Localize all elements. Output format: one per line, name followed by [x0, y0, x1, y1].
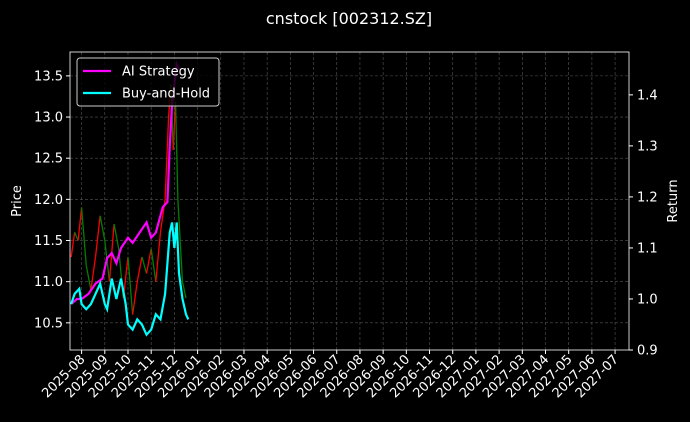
series-line — [70, 222, 190, 337]
y-tick-label: 12.0 — [34, 193, 63, 208]
price-move — [145, 248, 152, 274]
price-move — [94, 215, 101, 258]
y2-tick-label: 0.9 — [637, 344, 658, 359]
y2-tick-label: 1.2 — [637, 190, 658, 205]
price-move — [80, 207, 87, 266]
price-move — [155, 232, 162, 282]
y2-tick-label: 1.3 — [637, 139, 658, 154]
price-move — [141, 256, 148, 274]
price-move — [179, 240, 184, 282]
price-move — [113, 223, 120, 249]
legend-label: AI Strategy — [122, 65, 195, 80]
price-move — [85, 265, 92, 291]
y2-tick-label: 1.1 — [637, 241, 658, 256]
legend-box — [76, 57, 220, 107]
chart-title: cnstock [002312.SZ] — [266, 9, 432, 28]
y2-axis-label: Return — [666, 179, 681, 222]
y-tick-label: 11.5 — [34, 234, 63, 249]
price-move — [181, 281, 187, 299]
y-tick-label: 10.5 — [34, 316, 63, 331]
legend-label: Buy-and-Hold — [122, 87, 210, 102]
price-move — [127, 256, 134, 315]
price-move — [177, 199, 181, 241]
y2-tick-label: 1.0 — [637, 292, 658, 307]
price-move — [164, 117, 170, 200]
y-tick-label: 13.5 — [34, 69, 63, 84]
price-move — [136, 256, 143, 282]
y-tick-label: 12.5 — [34, 152, 63, 167]
price-move — [70, 232, 76, 258]
price-move — [77, 207, 83, 241]
price-move — [99, 215, 106, 241]
price-move — [150, 248, 157, 282]
y2-tick-label: 1.4 — [637, 88, 658, 103]
price-move — [90, 256, 97, 290]
price-move — [131, 281, 138, 315]
legend: AI Strategy Buy-and-Hold — [76, 57, 220, 107]
y-tick-label: 11.0 — [34, 275, 63, 290]
y-axis-label: Price — [10, 185, 25, 217]
y-tick-label: 13.0 — [34, 111, 63, 126]
price-move — [74, 232, 79, 241]
series-line — [70, 60, 181, 305]
price-move — [174, 100, 179, 200]
plot-frame — [69, 51, 630, 351]
